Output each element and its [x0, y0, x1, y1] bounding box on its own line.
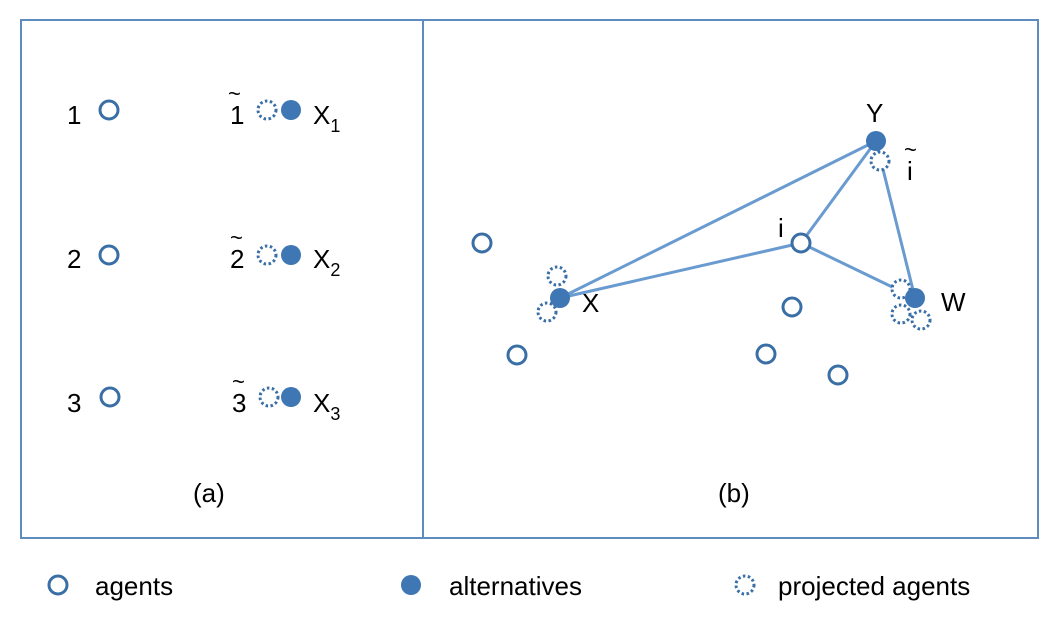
projected-i-tilde: ~	[904, 137, 917, 162]
projected-agent	[910, 309, 932, 331]
alternative-label-3: X3	[313, 388, 340, 424]
edge-x-y	[559, 139, 877, 300]
edge-i-y	[799, 140, 878, 244]
legend-alternatives-label: alternatives	[449, 571, 582, 601]
tilde-mark-2: ~	[230, 225, 243, 250]
alternative-label-2: X2	[313, 244, 340, 280]
agent-point	[506, 344, 528, 366]
alternative-y	[866, 131, 886, 151]
tilde-mark-1: ~	[228, 81, 241, 106]
agent-2	[98, 244, 120, 266]
alternative-label-1: X1	[313, 100, 340, 136]
projected-agent	[546, 265, 568, 287]
panel-b: i ~ i X Y W (b)	[471, 98, 966, 508]
tilde-mark-3: ~	[232, 369, 245, 394]
projected-agent-i	[869, 150, 891, 172]
projected-agent-1	[256, 99, 278, 121]
projected-label-1: 1	[230, 100, 244, 130]
agent-i-label: i	[778, 213, 784, 243]
alternative-2	[281, 245, 301, 265]
alternative-x-label: X	[582, 288, 599, 318]
projected-agent	[890, 278, 912, 300]
panel-a: 1 ~ 1 X1 2 ~ 2 X2 3 ~ 3 X3 (a)	[67, 81, 340, 508]
agent-point	[755, 343, 777, 365]
projected-i-label: i	[907, 156, 913, 186]
projected-agent-3	[258, 386, 280, 408]
agent-label-2: 2	[67, 244, 81, 274]
legend-projected-label: projected agents	[778, 571, 970, 601]
alternative-y-label: Y	[866, 98, 883, 128]
agent-point	[781, 296, 803, 318]
alternative-3	[281, 387, 301, 407]
legend-projected-icon	[734, 574, 756, 596]
legend-agent-icon	[47, 574, 69, 596]
panel-a-caption: (a)	[193, 478, 225, 508]
agent-3	[99, 386, 121, 408]
alternative-w-label: W	[941, 287, 966, 317]
legend: agents alternatives projected agents	[47, 571, 970, 601]
projected-agent-2	[256, 244, 278, 266]
projected-agent	[890, 303, 912, 325]
edge-x-i	[559, 241, 802, 300]
panel-b-caption: (b)	[718, 478, 750, 508]
diagram-frame	[20, 19, 1039, 539]
alternative-w	[905, 288, 925, 308]
legend-alternative-icon	[401, 575, 421, 595]
legend-agents-label: agents	[95, 571, 173, 601]
agent-point	[471, 232, 493, 254]
agent-1	[98, 99, 120, 121]
projected-agent	[536, 301, 558, 323]
agent-label-1: 1	[67, 100, 81, 130]
projected-label-3: 3	[232, 388, 246, 418]
projected-label-2: 2	[230, 244, 244, 274]
agent-point	[827, 364, 849, 386]
alternative-x	[550, 288, 570, 308]
agent-i	[790, 232, 812, 254]
agent-label-3: 3	[67, 388, 81, 418]
alternative-1	[281, 100, 301, 120]
